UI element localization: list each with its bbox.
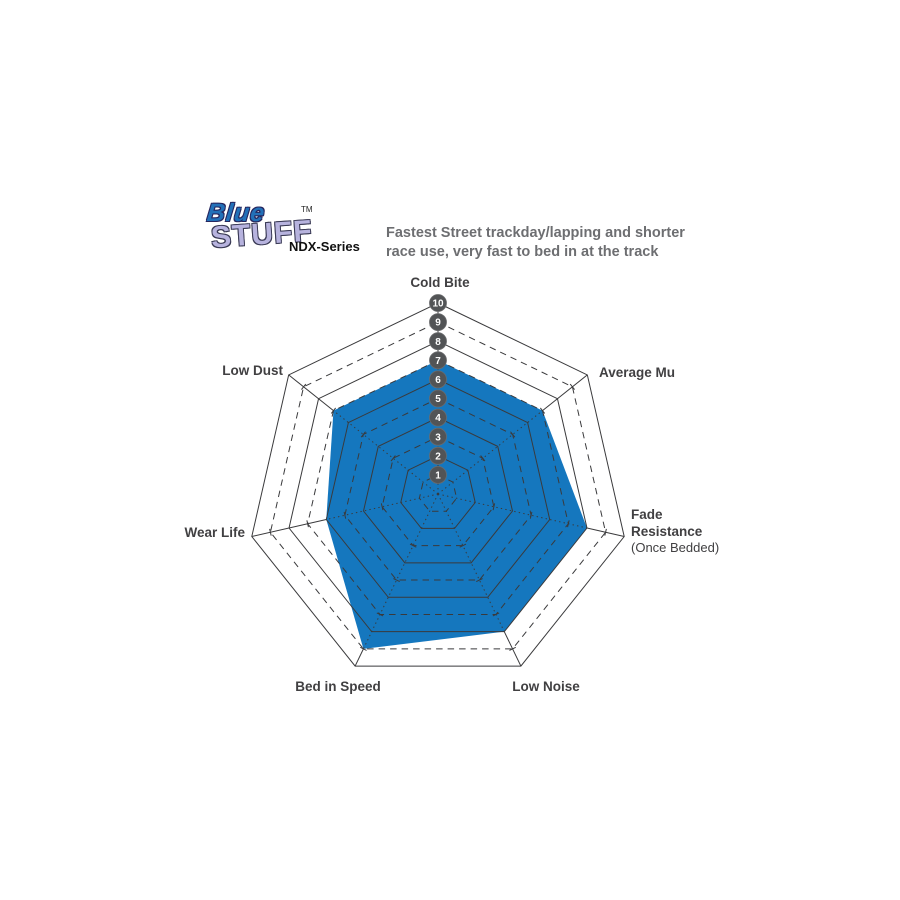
radar-ring-10 — [251, 302, 625, 667]
scale-badge-number-3: 3 — [435, 432, 441, 443]
radar-spoke-outer — [542, 374, 588, 412]
radar-ring-5 — [344, 397, 532, 581]
axis-label-fade-resistance: Fade Resistance (Once Bedded) — [631, 507, 719, 557]
series-name: NDX-Series — [289, 239, 360, 254]
scale-badge-number-2: 2 — [435, 451, 441, 462]
scale-badge-10 — [429, 294, 447, 312]
ring-corner-tick — [343, 511, 347, 519]
axis-label-wear-life: Wear Life — [184, 525, 245, 540]
ring-corner-tick — [409, 543, 417, 548]
ring-corner-tick — [480, 455, 486, 462]
scale-badge-5 — [429, 389, 447, 408]
scale-badge-7 — [429, 351, 447, 370]
trademark-symbol: TM — [301, 205, 313, 214]
scale-badge-number-7: 7 — [435, 356, 441, 367]
scale-badge-6 — [429, 370, 447, 389]
radar-ring-7 — [307, 359, 569, 615]
scale-badge-number-10: 10 — [432, 299, 444, 310]
scale-badge-4 — [429, 408, 447, 427]
radar-spoke-inner — [333, 410, 439, 495]
axis-label-low-noise: Low Noise — [512, 679, 580, 694]
axis-label-low-dust: Low Dust — [222, 363, 283, 378]
ring-corner-tick — [529, 511, 533, 519]
ring-corner-tick — [360, 431, 366, 438]
radar-ring-6 — [325, 378, 551, 598]
radar-spoke-outer — [288, 374, 334, 412]
radar-spoke-inner — [437, 410, 543, 495]
scale-badge-number-9: 9 — [435, 318, 441, 329]
ring-corner-tick — [380, 503, 384, 511]
bluestuff-logo: Blue STUFF TM — [202, 199, 314, 263]
radar-spoke-inner — [326, 493, 439, 520]
scale-badge-9 — [429, 313, 447, 332]
ring-corner-tick — [476, 578, 483, 583]
scale-badge-number-5: 5 — [435, 394, 441, 405]
scale-badge-number-4: 4 — [435, 413, 441, 424]
radar-spoke-outer — [503, 631, 522, 667]
data-polygon — [326, 360, 587, 649]
scale-badge-1 — [429, 465, 447, 484]
scale-badge-3 — [429, 427, 447, 446]
description-line-1: Fastest Street trackday/lapping and shor… — [386, 225, 685, 241]
radar-ring-4 — [362, 417, 514, 564]
scale-badge-number-1: 1 — [435, 471, 441, 482]
scale-badge-2 — [429, 446, 447, 465]
scale-badge-number-6: 6 — [435, 375, 441, 386]
radar-ring-1 — [418, 474, 458, 512]
ring-corner-tick — [393, 578, 400, 583]
axis-label-fade-resistance-main: Fade Resistance — [631, 507, 703, 539]
ring-corner-tick — [510, 431, 516, 438]
radar-spoke-outer — [586, 527, 625, 537]
axis-label-cold-bite: Cold Bite — [410, 275, 470, 290]
product-description: Fastest Street trackday/lapping and shor… — [386, 224, 685, 261]
ring-corner-tick — [459, 543, 467, 548]
scale-badge-8 — [429, 332, 447, 351]
radar-ring-3 — [381, 436, 495, 547]
radar-spoke-inner — [362, 493, 439, 650]
radar-ring-2 — [400, 455, 476, 529]
ring-corner-tick — [492, 503, 496, 511]
axis-label-average-mu: Average Mu — [599, 365, 676, 380]
ring-corner-tick — [390, 455, 396, 462]
scale-badge-number-8: 8 — [435, 337, 441, 348]
radar-ring-9 — [269, 321, 607, 650]
radar-spoke-outer — [354, 648, 364, 667]
description-line-2: race use, very fast to bed in at the tra… — [386, 243, 659, 260]
radar-ring-8 — [288, 340, 588, 633]
radar-spoke-outer — [251, 519, 327, 537]
axis-label-bed-in-speed: Bed in Speed — [295, 679, 381, 694]
axis-label-fade-resistance-sub: (Once Bedded) — [631, 540, 720, 555]
